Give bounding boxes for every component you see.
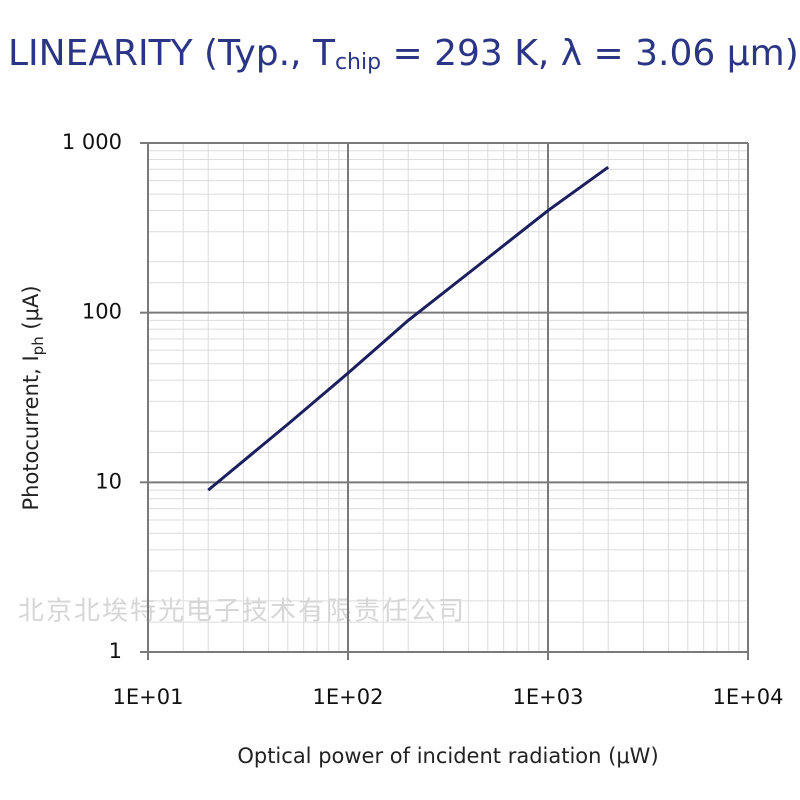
data-line	[207, 165, 610, 492]
title-part: = 293 K, λ = 3.06 μm)	[381, 33, 799, 74]
x-tick-label: 1E+01	[113, 685, 184, 709]
x-tick-label: 1E+02	[313, 685, 384, 709]
x-tick-label: 1E+03	[513, 685, 584, 709]
y-tick-label: 1 000	[62, 130, 122, 154]
chart-title: LINEARITY (Typ., Tchip = 293 K, λ = 3.06…	[8, 33, 799, 75]
title-subscript: chip	[335, 50, 381, 75]
y-axis-label: Photocurrent, Iph (μA)	[19, 285, 47, 510]
y-tick-label: 1	[109, 639, 122, 663]
y-label-part: (μA)	[19, 285, 43, 336]
y-label-part: Photocurrent, I	[19, 355, 43, 510]
watermark: 北京北埃特光电子技术有限责任公司	[18, 597, 466, 627]
y-tick-label: 10	[95, 469, 122, 493]
x-axis-label: Optical power of incident radiation (μW)	[237, 744, 658, 768]
y-tick-label: 100	[82, 300, 122, 324]
y-label-subscript: ph	[29, 336, 47, 355]
x-tick-label: 1E+04	[713, 685, 784, 709]
title-part: LINEARITY (Typ., T	[8, 33, 336, 74]
